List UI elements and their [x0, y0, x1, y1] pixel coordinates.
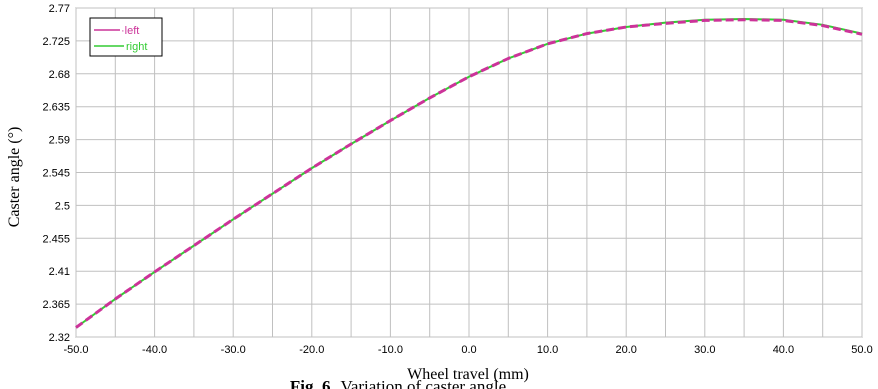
y-tick-label: 2.32 [49, 332, 70, 344]
y-tick-label: 2.59 [49, 135, 70, 147]
x-tick-label: 10.0 [537, 344, 558, 356]
y-tick-label: 2.77 [49, 3, 70, 15]
x-tick-label: -40.0 [142, 344, 167, 356]
y-tick-label: 2.365 [42, 299, 70, 311]
x-tick-label: -10.0 [378, 344, 403, 356]
caption-text: Variation of caster angle [340, 377, 506, 389]
caption-prefix: Fig. 6 [290, 377, 331, 389]
series-layer [75, 17, 863, 329]
series-line-left [75, 18, 863, 329]
x-tick-label: 50.0 [851, 344, 872, 356]
y-tick-label: 2.68 [49, 69, 70, 81]
x-tick-label: -50.0 [63, 344, 88, 356]
legend-box [89, 17, 163, 57]
figure-caption: Fig. 6 Variation of caster angle [290, 377, 506, 389]
legend: ·left right [89, 17, 163, 57]
x-tick-label: 0.0 [461, 344, 476, 356]
legend-label-right: right [126, 41, 147, 53]
y-axis-title: Caster angle (°) [6, 127, 23, 228]
y-tick-label: 2.5 [55, 200, 70, 212]
x-tick-label: 30.0 [694, 344, 715, 356]
y-tick-label: 2.455 [42, 233, 70, 245]
y-tick-label: 2.545 [42, 168, 70, 180]
y-tick-label: 2.41 [49, 266, 70, 278]
y-tick-label: 2.725 [42, 36, 70, 48]
tick-labels: -50.0 -40.0 -30.0 -20.0 -10.0 0.0 10.0 20.0 30.0… [42, 3, 872, 356]
x-tick-label: -30.0 [221, 344, 246, 356]
x-tick-label: 40.0 [773, 344, 794, 356]
x-axis-title: Wheel travel (mm) [407, 366, 529, 383]
grid [75, 7, 863, 338]
y-tick-label: 2.635 [42, 102, 70, 114]
legend-label-left: ·left [121, 25, 139, 37]
x-tick-label: 20.0 [615, 344, 636, 356]
x-tick-label: -20.0 [299, 344, 324, 356]
